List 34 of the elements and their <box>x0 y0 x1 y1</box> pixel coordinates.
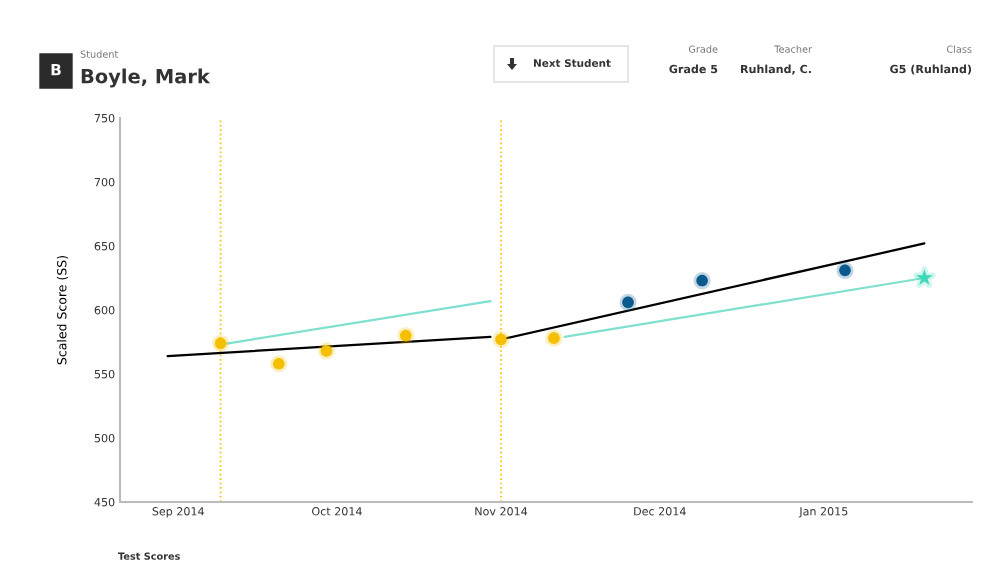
y-tick-label: 450 <box>94 497 115 507</box>
point <box>270 355 288 373</box>
text: Next Student <box>534 58 611 68</box>
chart-title: Boyle, Mark <box>81 68 211 88</box>
chart-subtitle: Student <box>80 50 119 58</box>
x-tick-label: Oct 2014 <box>312 507 362 516</box>
point <box>619 293 637 311</box>
point <box>545 329 563 347</box>
text: Ruhland, C. <box>741 64 811 75</box>
y-tick-label: 700 <box>94 177 115 187</box>
point <box>693 271 711 290</box>
point <box>836 261 854 279</box>
y-tick-label: 750 <box>94 113 115 123</box>
point <box>211 334 230 352</box>
y-axis-title: Scaled Score (SS) <box>56 256 68 365</box>
point <box>317 342 335 360</box>
text: B <box>51 64 61 76</box>
x-tick-label: Sep 2014 <box>152 507 204 518</box>
point <box>397 327 415 345</box>
point <box>913 266 936 288</box>
y-tick-label: 650 <box>94 241 115 251</box>
x-tick-label: Jan 2015 <box>798 507 848 518</box>
x-tick-label: Nov 2014 <box>475 507 528 516</box>
y-tick-label: 500 <box>94 433 115 443</box>
text: G5 (Ruhland) <box>890 64 972 75</box>
text: Grade 5 <box>669 64 718 74</box>
text: Teacher <box>774 45 812 53</box>
text: Test Scores <box>118 552 180 560</box>
text: Class <box>946 45 972 53</box>
x-tick-label: Dec 2014 <box>634 507 686 516</box>
point <box>492 330 510 349</box>
y-tick-label: 600 <box>94 305 115 315</box>
y-tick-label: 550 <box>94 369 115 379</box>
text: Grade <box>688 45 718 53</box>
